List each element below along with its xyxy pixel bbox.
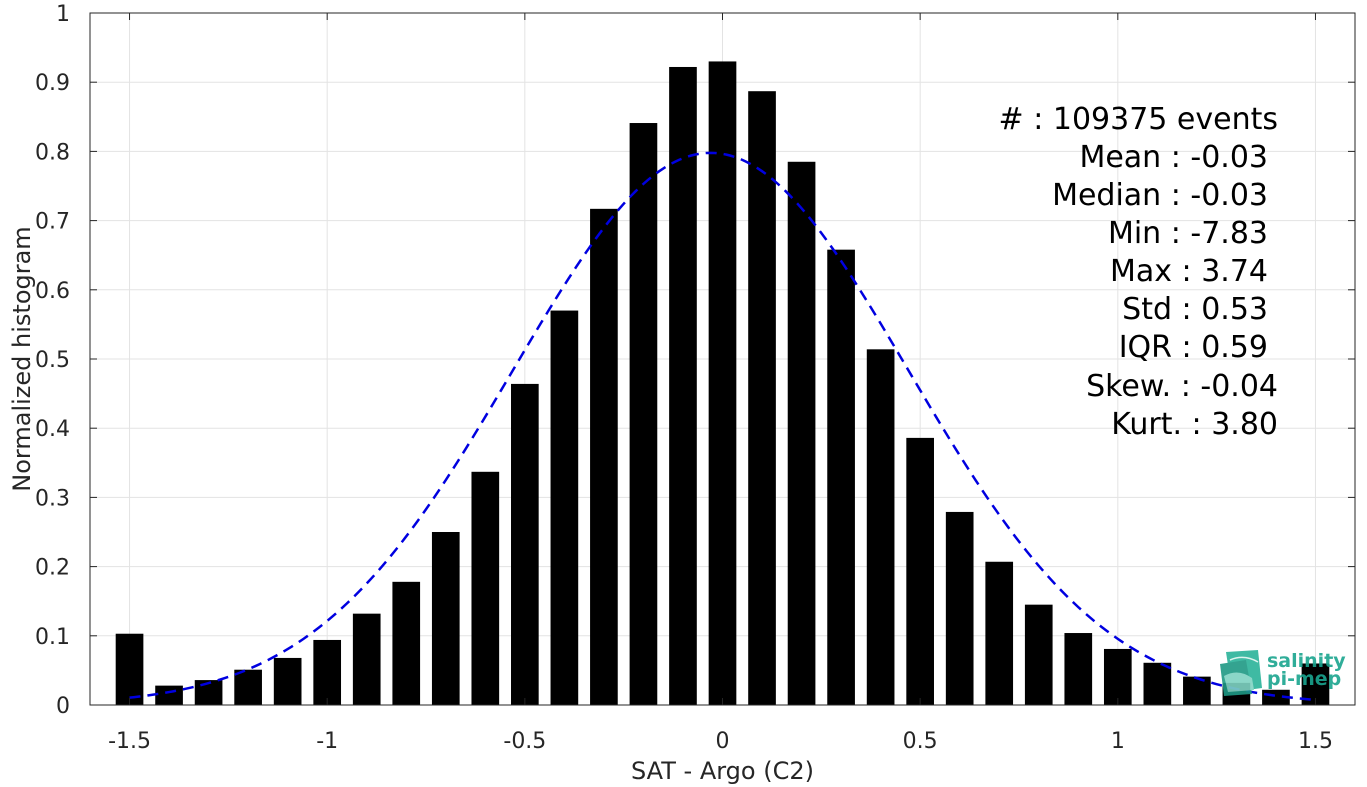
x-tick-label-1: -1 — [316, 729, 338, 754]
histogram-bar-22 — [985, 561, 1014, 705]
histogram-bar-0 — [115, 633, 144, 705]
histogram-bar-21 — [945, 511, 974, 705]
logo-emblem-icon — [1220, 650, 1262, 696]
logo-text-pimep: pi-mep — [1267, 668, 1341, 690]
y-tick-label-9: 0.9 — [35, 71, 70, 96]
histogram-bar-4 — [273, 657, 302, 705]
histogram-bar-24 — [1064, 633, 1093, 705]
y-tick-label-7: 0.7 — [35, 210, 70, 235]
histogram-bar-14 — [669, 66, 697, 705]
histogram-bar-11 — [550, 310, 579, 705]
histogram-bar-5 — [313, 639, 342, 705]
histogram-bar-3 — [234, 669, 262, 705]
histogram-bars — [115, 61, 1330, 706]
histogram-bar-7 — [392, 581, 421, 705]
y-tick-label-3: 0.3 — [35, 486, 70, 511]
x-axis-label: SAT - Argo (C2) — [631, 757, 814, 785]
histogram-bar-26 — [1143, 662, 1172, 705]
histogram-bar-17 — [787, 161, 816, 705]
stat-events: # : 109375 events — [999, 102, 1278, 137]
histogram-bar-19 — [866, 349, 895, 705]
stat-mean: Mean : -0.03 — [1079, 140, 1268, 175]
salinity-pimep-logo: salinity pi-mep — [1220, 650, 1346, 696]
x-tick-label-3: 0 — [716, 729, 730, 754]
histogram-bar-12 — [590, 208, 618, 705]
histogram-bar-13 — [629, 123, 658, 705]
stat-max: Max : 3.74 — [1110, 254, 1268, 289]
x-tick-label-6: 1.5 — [1298, 729, 1333, 754]
y-tick-label-0: 0 — [56, 694, 70, 719]
y-tick-label-10: 1 — [56, 2, 70, 27]
histogram-bar-10 — [511, 383, 539, 705]
y-tick-label-5: 0.5 — [35, 348, 70, 373]
x-tick-label-4: 0.5 — [903, 729, 938, 754]
histogram-bar-8 — [431, 532, 460, 705]
histogram-bar-16 — [748, 91, 776, 706]
stat-std: Std : 0.53 — [1122, 292, 1268, 327]
stat-skewness: Skew. : -0.04 — [1086, 369, 1278, 404]
x-tick-label-0: -1.5 — [108, 729, 151, 754]
histogram-bar-23 — [1024, 604, 1053, 705]
y-axis-label: Normalized histogram — [8, 226, 36, 491]
y-tick-label-6: 0.6 — [35, 279, 70, 304]
histogram-bar-15 — [708, 61, 737, 705]
histogram-bar-18 — [827, 249, 855, 705]
x-tick-label-2: -0.5 — [503, 729, 546, 754]
y-tick-label-4: 0.4 — [35, 417, 70, 442]
stat-median: Median : -0.03 — [1052, 178, 1268, 213]
histogram-bar-27 — [1183, 676, 1211, 705]
x-axis-ticks: -1.5 -1 -0.5 0 0.5 1 1.5 — [108, 13, 1333, 754]
x-tick-label-5: 1 — [1111, 729, 1125, 754]
gaussian-fit-curve — [129, 151, 1316, 702]
stat-min: Min : -7.83 — [1108, 216, 1268, 251]
histogram-bar-6 — [352, 613, 381, 705]
stat-iqr: IQR : 0.59 — [1119, 330, 1268, 365]
histogram-bar-9 — [471, 471, 500, 705]
y-tick-label-1: 0.1 — [35, 625, 70, 650]
histogram-bar-20 — [906, 437, 934, 705]
histogram-bar-1 — [155, 685, 183, 705]
statistics-annotation: # : 109375 events Mean : -0.03 Median : … — [999, 102, 1278, 442]
y-tick-label-2: 0.2 — [35, 556, 70, 581]
logo-text-salinity: salinity — [1267, 650, 1346, 672]
histogram-bar-25 — [1103, 648, 1132, 705]
y-tick-label-8: 0.8 — [35, 140, 70, 165]
stat-kurtosis: Kurt. : 3.80 — [1111, 407, 1278, 442]
y-axis-ticks: 0 0.1 0.2 0.3 0.4 0.5 0.6 0.7 0.8 0.9 1 — [35, 2, 1355, 719]
